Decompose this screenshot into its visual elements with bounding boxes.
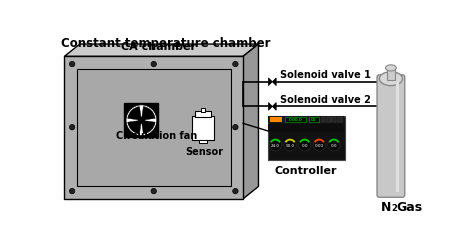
Bar [199,139,207,143]
Bar [308,117,319,122]
Wedge shape [141,107,155,120]
Bar [387,68,395,80]
Circle shape [313,139,325,151]
Circle shape [233,61,238,67]
Text: Circulation fan: Circulation fan [116,131,197,141]
Text: 0.00.0: 0.00.0 [288,118,302,122]
Polygon shape [77,69,231,186]
Polygon shape [272,103,276,110]
Polygon shape [272,78,276,86]
Text: Solenoid valve 2: Solenoid valve 2 [280,95,371,105]
Circle shape [284,139,296,151]
Circle shape [69,61,75,67]
Circle shape [298,139,311,151]
Circle shape [69,124,75,130]
Bar [192,116,214,139]
Polygon shape [243,44,259,199]
Bar [201,108,205,112]
Text: 0.0: 0.0 [302,144,308,148]
Bar [395,82,399,192]
Bar [195,111,211,117]
Circle shape [233,188,238,194]
Text: Constant temperature chamber: Constant temperature chamber [61,37,271,50]
Bar [285,117,306,122]
Wedge shape [141,120,155,134]
Wedge shape [128,120,141,134]
Bar [268,124,344,132]
Circle shape [328,139,340,151]
Text: Gas: Gas [396,201,422,214]
Circle shape [138,117,144,123]
Circle shape [126,105,157,136]
Bar [327,117,331,122]
Text: CA chamber: CA chamber [121,42,196,52]
Polygon shape [268,78,272,86]
Text: 2: 2 [392,204,398,213]
Text: 50.0: 50.0 [286,144,295,148]
Ellipse shape [379,72,403,86]
Wedge shape [128,107,141,120]
FancyBboxPatch shape [377,75,405,197]
Text: Controller: Controller [275,166,337,176]
Bar [124,103,159,137]
Circle shape [269,139,282,151]
Polygon shape [268,103,272,110]
Circle shape [69,188,75,194]
Bar [268,116,345,160]
Polygon shape [64,44,259,56]
Bar [322,117,325,122]
Text: Sensor: Sensor [186,147,223,157]
Circle shape [151,188,156,194]
Text: N: N [381,201,391,214]
Text: 0.0: 0.0 [331,144,337,148]
Circle shape [233,124,238,130]
Polygon shape [64,56,243,199]
Circle shape [151,61,156,67]
Bar [270,117,282,122]
Text: 0.00: 0.00 [315,144,324,148]
Text: 00: 00 [311,118,317,122]
Bar [268,116,344,123]
Bar [332,117,336,122]
Bar [338,117,342,122]
Ellipse shape [386,65,396,71]
Text: Solenoid valve 1: Solenoid valve 1 [280,70,371,80]
Text: 24.0: 24.0 [271,144,280,148]
